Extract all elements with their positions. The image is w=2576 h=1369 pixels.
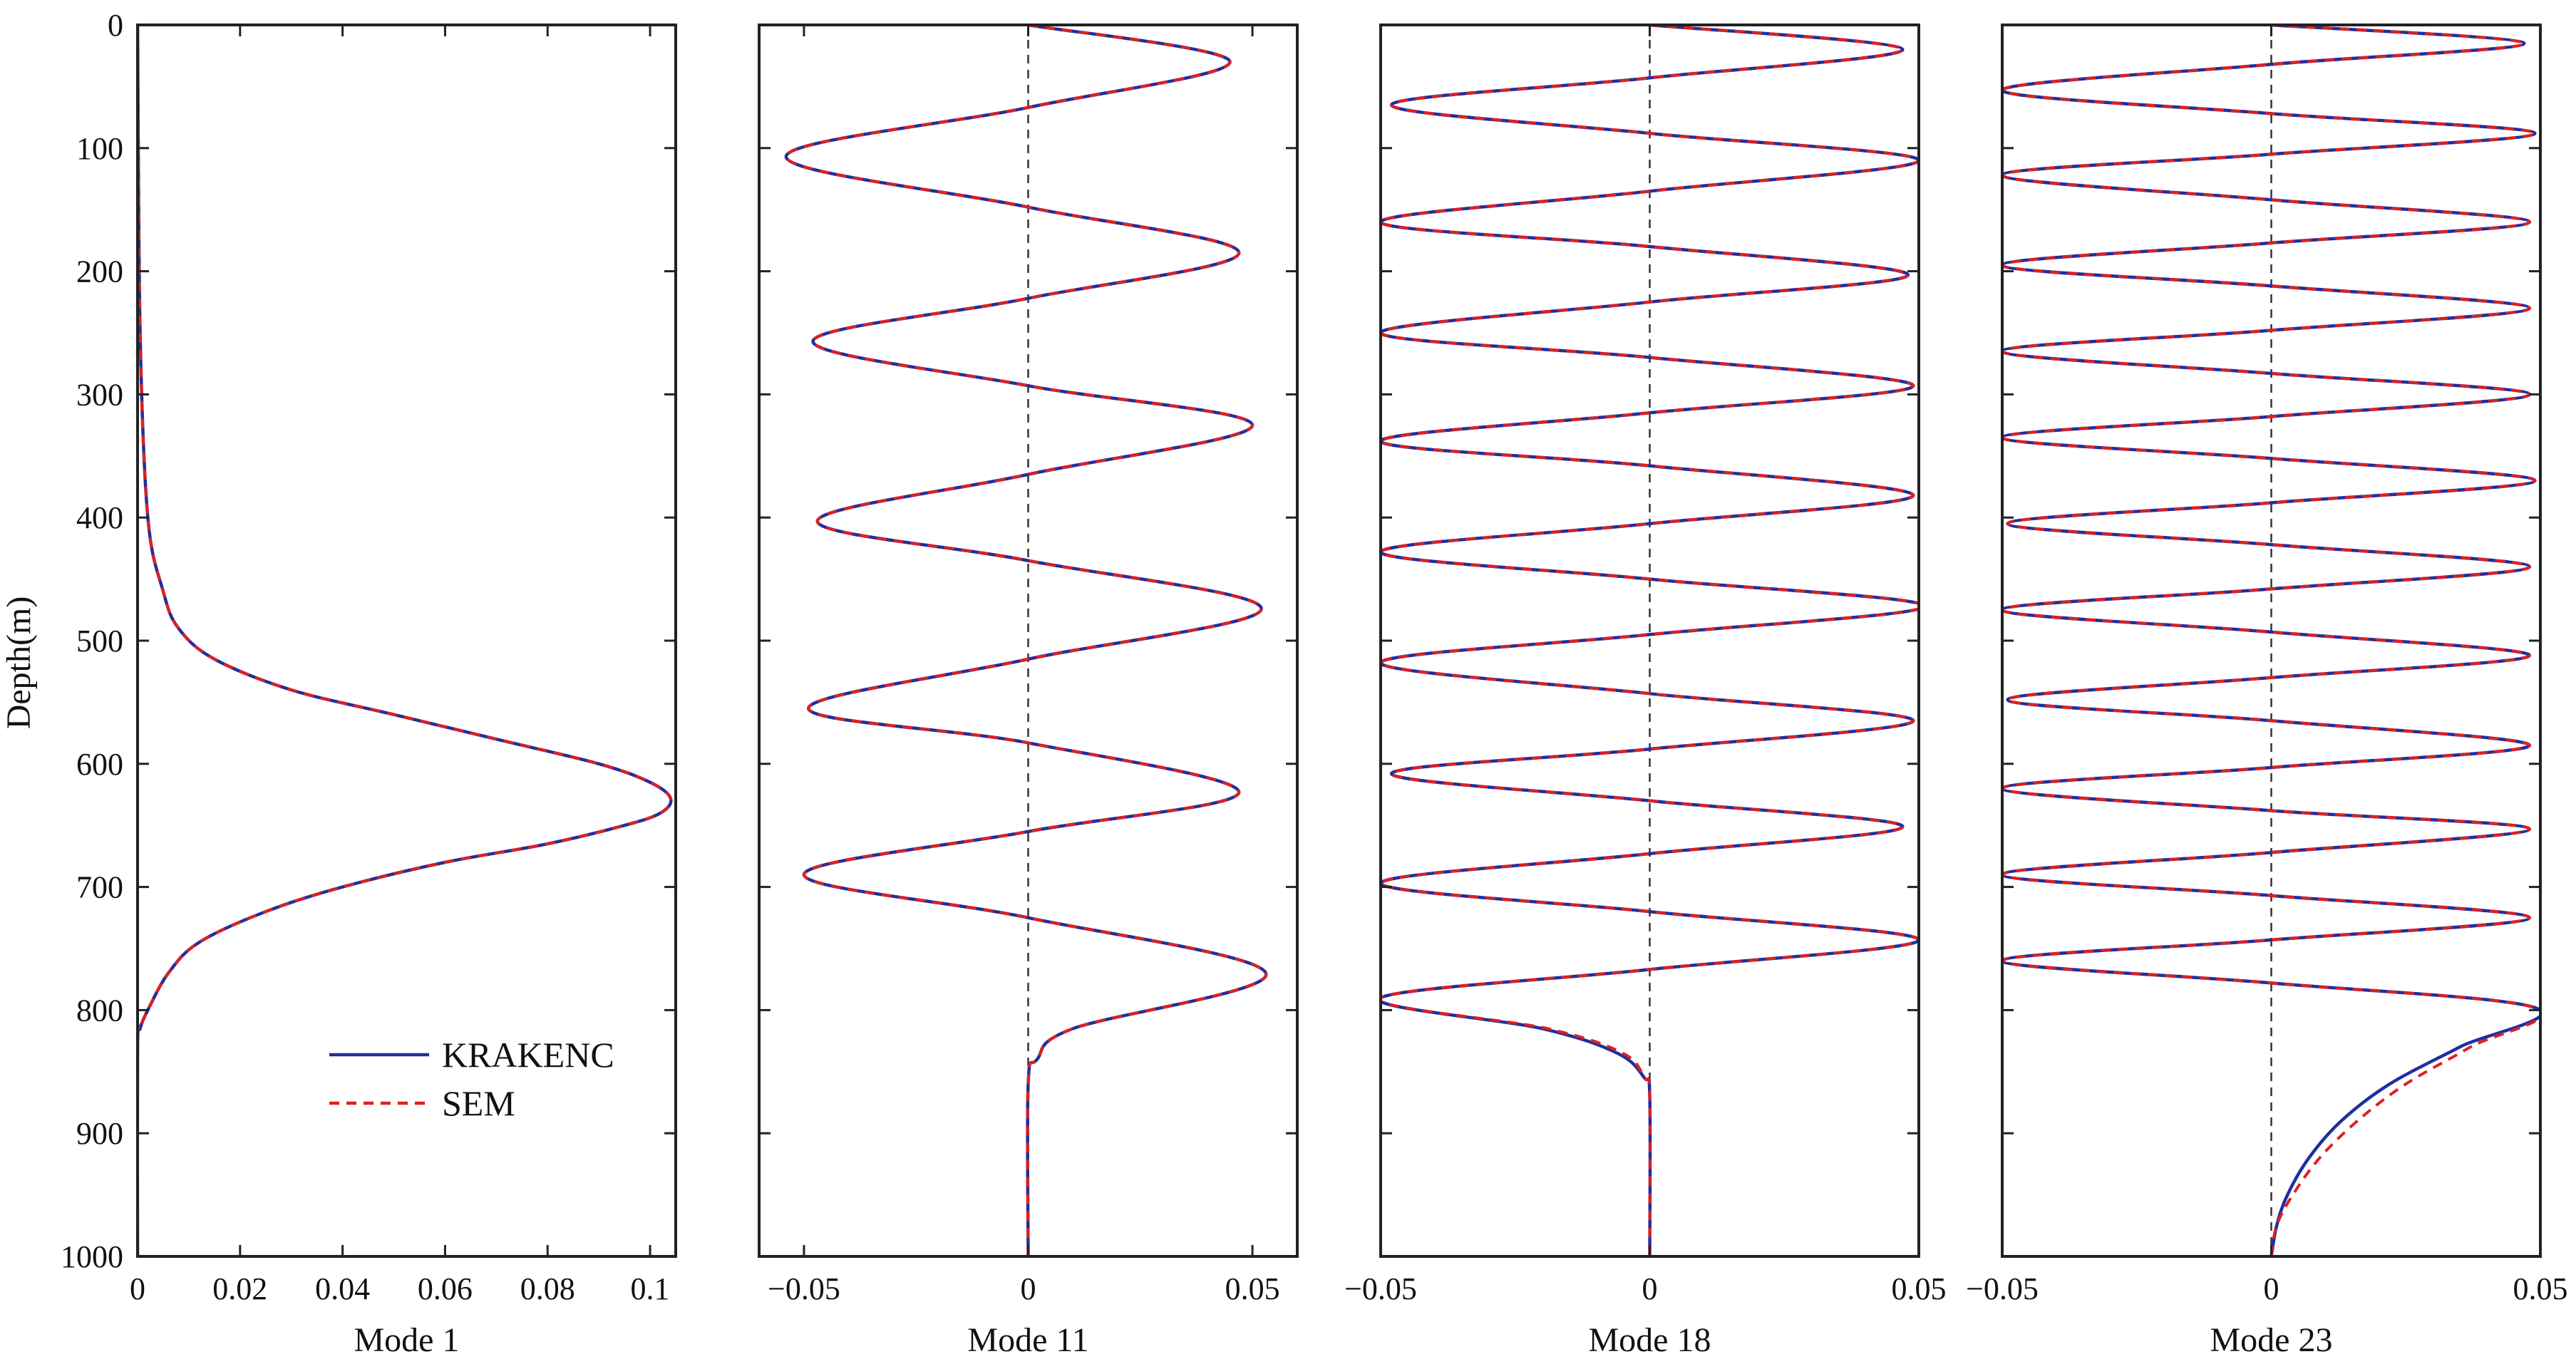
x-axis-title: Mode 18 (1589, 1321, 1711, 1359)
x-tick-label: 0 (1021, 1271, 1036, 1306)
y-tick-label: 700 (76, 870, 123, 905)
x-axis-title: Mode 11 (967, 1321, 1088, 1359)
y-tick-label: 900 (76, 1116, 123, 1151)
x-tick-label: 0.04 (315, 1271, 370, 1306)
x-tick-label: 0.08 (520, 1271, 575, 1306)
x-axis-title: Mode 1 (354, 1321, 460, 1359)
x-tick-label: 0.1 (631, 1271, 670, 1306)
panel-4: −0.05 0 0.05 Mode 23 (1966, 24, 2568, 1359)
y-tick-label: 600 (76, 747, 123, 782)
series-line-sem (1381, 25, 1919, 1256)
y-tick-label: 0 (108, 8, 123, 43)
series-line-sem (138, 25, 673, 1256)
y-tick-label: 1000 (61, 1239, 123, 1274)
series-line-sem (2002, 25, 2540, 1256)
series-line-krakenc (784, 25, 1268, 1256)
legend-label-sem: SEM (442, 1083, 515, 1123)
x-axis-title: Mode 23 (2210, 1321, 2333, 1359)
y-tick-label: 200 (76, 254, 123, 289)
y-tick-label: 100 (76, 131, 123, 166)
x-tick-label: −0.05 (768, 1271, 840, 1306)
y-axis-title: Depth(m) (0, 596, 38, 730)
x-tick-label: 0.05 (1892, 1271, 1947, 1306)
x-tick-label: 0.05 (1225, 1271, 1280, 1306)
y-tick-label: 800 (76, 993, 123, 1028)
legend: KRAKENC SEM (329, 1035, 614, 1123)
x-tick-label: −0.05 (1344, 1271, 1417, 1306)
x-tick-label: 0.06 (418, 1271, 473, 1306)
y-tick-label: 400 (76, 500, 123, 535)
panel-2: −0.05 0 0.05 Mode 11 (758, 24, 1299, 1359)
x-tick-label: 0 (1642, 1271, 1658, 1306)
panel-3: −0.05 0 0.05 Mode 18 (1344, 24, 1947, 1359)
x-tick-label: −0.05 (1966, 1271, 2039, 1306)
y-tick-label: 300 (76, 377, 123, 412)
x-tick-label: 0 (130, 1271, 145, 1306)
x-tick-label: 0.05 (2513, 1271, 2568, 1306)
x-tick-label: 0.02 (212, 1271, 267, 1306)
legend-label-krakenc: KRAKENC (442, 1035, 614, 1075)
y-tick-label: 500 (76, 624, 123, 658)
series-line-sem (784, 25, 1268, 1256)
x-tick-label: 0 (2264, 1271, 2279, 1306)
